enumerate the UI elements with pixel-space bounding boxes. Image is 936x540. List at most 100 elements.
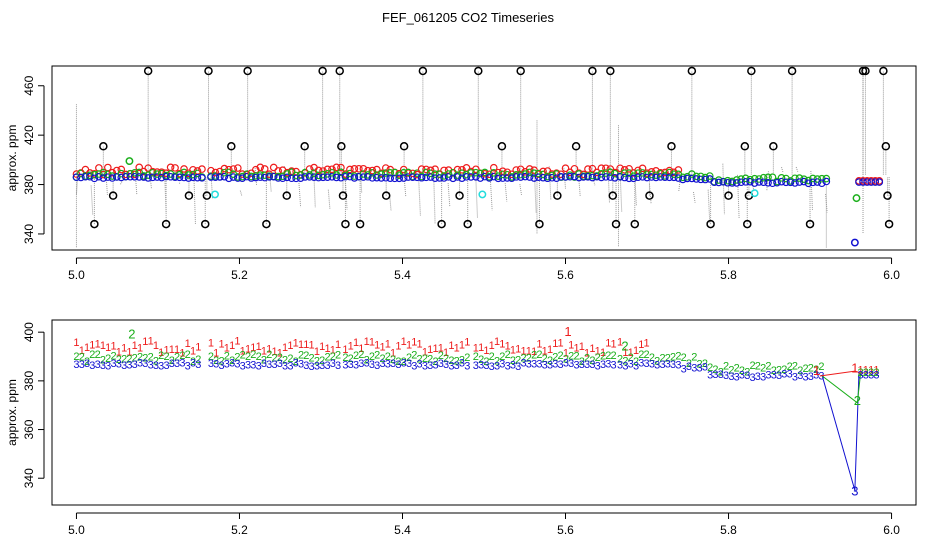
series-3-label: 3 (558, 359, 564, 371)
series-3-point (332, 173, 341, 182)
series-label: 1 (863, 365, 869, 377)
series-2-label: 2 (459, 355, 465, 367)
series-1-label: 1 (526, 346, 532, 358)
outlier-point (161, 219, 171, 229)
series-2-label: 2 (208, 351, 214, 363)
series-1-label: 1 (169, 344, 175, 356)
series-2-label: 2 (240, 350, 246, 362)
trace-line (504, 183, 508, 202)
series-3-label: 3 (411, 361, 417, 373)
series-label: 1 (858, 365, 864, 377)
series-3-point (126, 172, 135, 181)
series-3-label: 3 (385, 359, 391, 371)
series-2-point (193, 169, 202, 178)
series-3-label: 3 (813, 370, 819, 382)
series-3-point (732, 179, 741, 187)
series-2-point (481, 168, 489, 177)
outlier-point (243, 66, 252, 76)
series-1-label: 1 (330, 345, 336, 357)
series-3-label: 3 (324, 360, 330, 372)
series-1-label: 1 (531, 346, 537, 358)
series-3-point (144, 174, 152, 182)
series-2-point (714, 176, 723, 184)
series-1-label: 1 (489, 340, 495, 352)
series-1-label: 1 (589, 343, 595, 355)
series-1-point (337, 163, 345, 172)
series-3-excursion (821, 373, 860, 491)
trace-line (563, 167, 567, 189)
trace-line (490, 181, 493, 211)
trace-line (239, 190, 243, 197)
series-1-label: 1 (229, 340, 235, 352)
series-label: 2 (873, 367, 879, 379)
series-1-label: 1 (411, 336, 417, 348)
series-2-point (314, 171, 323, 180)
series-3-point (435, 174, 444, 182)
series-1-label: 1 (379, 342, 385, 354)
series-1-label: 1 (438, 342, 444, 354)
series-3-label: 3 (240, 360, 246, 372)
series-2-label: 2 (638, 349, 644, 361)
series-1-point (368, 166, 377, 175)
series-3-point (431, 174, 439, 182)
outlier-point (805, 219, 815, 229)
outlier-point (338, 191, 348, 200)
series-3-label: 3 (153, 360, 159, 372)
series-1-label: 1 (148, 336, 154, 348)
series-2-label: 2 (675, 351, 681, 363)
series-1-label: 1 (595, 345, 601, 357)
series-1-point (616, 164, 624, 173)
outlier-point (204, 66, 213, 76)
series-3-point (481, 172, 489, 181)
x-tick-label: 5.8 (720, 523, 737, 537)
series-2-label: 2 (542, 353, 548, 365)
series-2-label: 2 (185, 349, 191, 361)
series-3-label: 3 (374, 360, 380, 372)
series-3-label: 3 (771, 370, 777, 382)
series-1-point (570, 164, 579, 173)
series-1-label: 1 (644, 338, 650, 350)
series-3-point (413, 173, 421, 182)
series-3-label: 3 (718, 369, 724, 381)
outlier-point (474, 66, 483, 76)
series-1-label: 1 (633, 345, 639, 357)
series-3-label: 3 (179, 358, 185, 370)
plot-area: 1231231231231231231231231231231231231231… (73, 324, 879, 498)
series-3-point (674, 174, 683, 182)
bottom-panel: 5.0 5.2 5.4 5.6 5.8 6.0 340 360 380 400 approx. pp… (5, 319, 917, 537)
series-2-label: 2 (611, 350, 617, 362)
series-3-label: 3 (401, 357, 407, 369)
x-tick-label: 5.4 (394, 268, 411, 282)
series-1-point (328, 165, 336, 174)
series-3-point (95, 172, 103, 181)
outlier-point (143, 66, 153, 76)
series-3-point (503, 174, 512, 182)
series-1-label: 1 (153, 340, 159, 352)
series-1-label: 1 (558, 338, 564, 350)
outlier-point (858, 66, 868, 76)
series-3-point (234, 174, 242, 182)
series-1-label: 1 (417, 338, 423, 350)
series-1-label: 1 (298, 339, 304, 351)
series-3-label: 3 (335, 360, 341, 372)
series-2-point (260, 171, 269, 179)
series-1-point (225, 165, 233, 174)
series-2-label: 2 (454, 356, 460, 368)
series-2-point (444, 170, 453, 178)
series-3-label: 3 (395, 359, 401, 371)
series-1-point (422, 165, 430, 174)
series-2-label: 2 (494, 355, 500, 367)
series-3-label: 3 (84, 358, 90, 370)
series-1-point (472, 165, 480, 174)
series-2-label: 2 (712, 364, 718, 376)
plot-frame (51, 319, 917, 506)
series-1-label: 1 (422, 346, 428, 358)
y-tick-label: 400 (22, 322, 36, 342)
series-1-point (638, 164, 647, 173)
series-3-label: 3 (808, 371, 814, 383)
series-3-label: 3 (459, 357, 465, 369)
series-label: 3 (858, 369, 864, 381)
series-1-point (198, 165, 206, 173)
series-2-label: 2 (728, 364, 734, 376)
series-2-label: 2 (771, 365, 777, 377)
